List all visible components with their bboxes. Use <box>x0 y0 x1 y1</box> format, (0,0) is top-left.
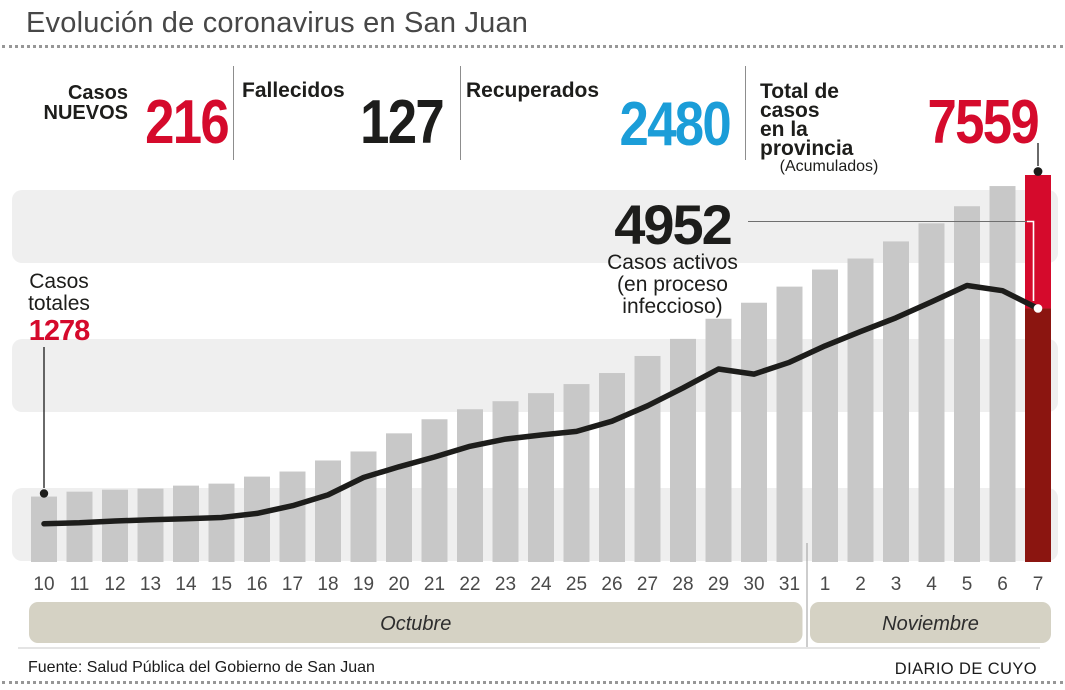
bar-day-20 <box>386 433 412 562</box>
month-label-noviembre: Noviembre <box>882 613 979 635</box>
day-label-12: 12 <box>104 574 125 595</box>
day-label-11: 11 <box>70 574 90 595</box>
bar-day-29 <box>705 318 732 562</box>
day-label-20: 20 <box>388 574 409 595</box>
day-label-7: 7 <box>1033 574 1044 595</box>
bar-day-23 <box>492 401 519 562</box>
month-label-octubre: Octubre <box>380 613 451 635</box>
day-label-16: 16 <box>246 574 267 595</box>
day-label-10: 10 <box>33 574 54 595</box>
stats-divider-2 <box>460 66 461 160</box>
bar-day-25 <box>563 384 590 562</box>
active-cases-line <box>41 282 1041 527</box>
deaths-value: 127 <box>360 88 445 157</box>
day-label-14: 14 <box>175 574 197 595</box>
line-end-dot <box>1033 304 1043 313</box>
bar-day-30 <box>741 302 767 562</box>
recovered-label: Recuperados <box>466 79 600 102</box>
day-label-25: 25 <box>566 574 587 595</box>
day-label-19: 19 <box>353 574 374 595</box>
stats-divider-1 <box>233 66 234 160</box>
bar-day-21 <box>421 419 448 562</box>
day-label-22: 22 <box>459 574 480 595</box>
bar-day-11 <box>66 491 93 562</box>
page-title: Evolución de coronavirus en San Juan <box>26 7 529 39</box>
bar-day-28 <box>670 338 696 562</box>
brand-name: DIARIO DE CUYO <box>894 660 1037 678</box>
total-cases-label: Total de casos en la provincia (Acumulad… <box>760 81 898 176</box>
background-band-1 <box>12 190 1058 263</box>
day-label-28: 28 <box>672 574 693 595</box>
bar-day-12 <box>102 489 128 562</box>
title-divider <box>2 45 1063 48</box>
stats-divider-3 <box>745 66 746 160</box>
day-label-31: 31 <box>779 574 800 595</box>
source-credit: Fuente: Salud Pública del Gobierno de Sa… <box>28 659 375 676</box>
day-label-18: 18 <box>317 574 338 595</box>
total-callout-dot <box>1033 167 1043 176</box>
bottom-divider <box>2 681 1063 684</box>
day-label-24: 24 <box>530 574 552 595</box>
bar-day-17 <box>279 471 306 562</box>
first-bar-callout: Casos totales 1278 <box>20 271 98 348</box>
bar-day-6 <box>989 186 1016 563</box>
bar-day-24 <box>528 393 554 562</box>
day-label-13: 13 <box>140 574 161 595</box>
first-bar-callout-value: 1278 <box>28 315 91 347</box>
day-label-30: 30 <box>743 574 764 595</box>
recovered-value: 2480 <box>619 90 732 159</box>
bar-day-5 <box>954 206 980 562</box>
bar-day-2 <box>847 258 874 562</box>
bar-day-14 <box>173 485 199 562</box>
bar-day-27 <box>634 355 661 562</box>
deaths-label: Fallecidos <box>242 79 345 102</box>
day-label-5: 5 <box>962 574 973 595</box>
active-callout-line-on-bar <box>1027 220 1035 301</box>
bar-day-10 <box>31 496 57 562</box>
active-cases-callout-value: 4952 <box>614 193 733 256</box>
bar-day-4 <box>918 223 945 562</box>
bar-day-19 <box>350 451 377 562</box>
day-label-3: 3 <box>891 574 902 595</box>
month-band-noviembre <box>810 602 1051 643</box>
highlight-bar-active-portion-day-7 <box>1025 308 1051 562</box>
day-label-21: 21 <box>424 574 445 595</box>
month-band-octubre <box>29 602 803 643</box>
new-cases-label: Casos NUEVOS <box>43 82 128 124</box>
bar-day-18 <box>315 460 341 562</box>
day-label-15: 15 <box>211 574 232 595</box>
total-cases-sublabel: (Acumulados) <box>779 158 879 175</box>
day-label-23: 23 <box>495 574 516 595</box>
day-label-1: 1 <box>820 574 831 595</box>
highlight-bar-closed-portion-day-7 <box>1025 175 1051 309</box>
bar-day-26 <box>599 373 625 562</box>
bar-day-31 <box>776 286 803 562</box>
bar-day-16 <box>244 476 270 562</box>
bar-day-13 <box>137 488 164 562</box>
day-label-27: 27 <box>637 574 658 595</box>
bar-day-3 <box>883 241 909 562</box>
first-bar-callout-dot <box>39 489 49 498</box>
bar-day-15 <box>208 483 235 562</box>
new-cases-value: 216 <box>145 88 230 157</box>
active-cases-callout: 4952 Casos activos (en proceso infeccios… <box>585 193 760 318</box>
day-label-26: 26 <box>601 574 622 595</box>
day-label-2: 2 <box>855 574 866 595</box>
day-label-4: 4 <box>926 574 937 595</box>
bar-day-22 <box>457 409 483 562</box>
day-label-29: 29 <box>708 574 729 595</box>
day-label-6: 6 <box>997 574 1008 595</box>
total-cases-value: 7559 <box>927 88 1040 157</box>
bar-day-1 <box>812 269 838 562</box>
day-label-17: 17 <box>282 574 303 595</box>
